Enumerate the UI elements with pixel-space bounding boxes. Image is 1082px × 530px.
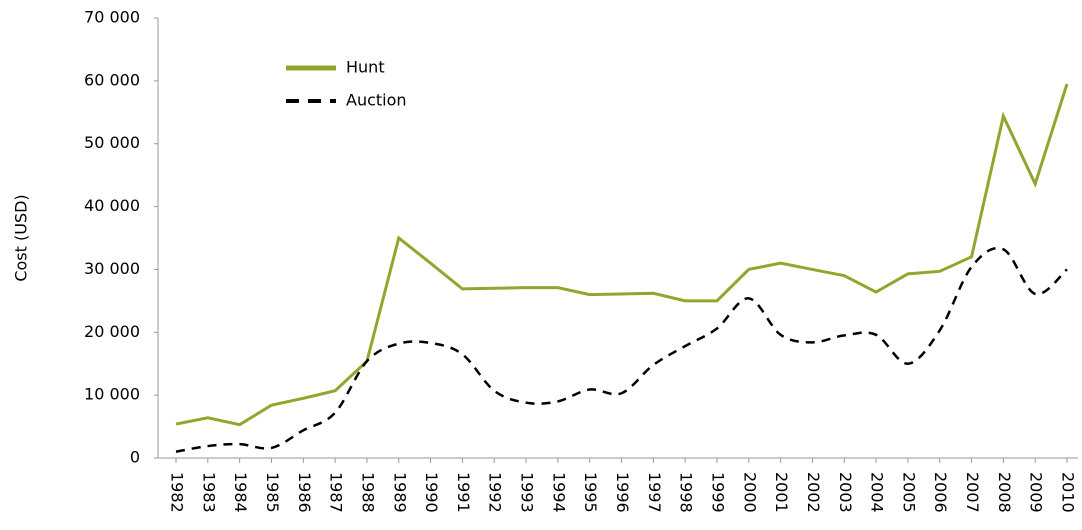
x-tick-label: 1988	[358, 472, 377, 513]
series-line	[175, 246, 1068, 453]
x-tick-label: 1990	[422, 472, 441, 513]
x-tick-label: 1995	[581, 472, 600, 513]
x-tick-label: 1997	[645, 472, 664, 513]
x-tick-label: 2003	[836, 472, 855, 513]
x-tick-label: 1991	[454, 472, 473, 513]
y-axis-label: Cost (USD)	[12, 194, 31, 281]
y-tick-label: 60 000	[84, 70, 140, 89]
series-line	[175, 83, 1069, 427]
x-tick-label: 2009	[1027, 472, 1046, 513]
y-tick-label: 30 000	[84, 259, 140, 278]
x-tick-label: 2005	[899, 472, 918, 513]
x-tick-label: 2000	[740, 472, 759, 513]
y-tick-label: 40 000	[84, 196, 140, 215]
x-tick-label: 1982	[168, 472, 187, 513]
x-tick-label: 1999	[708, 472, 727, 513]
x-tick-label: 2008	[995, 472, 1014, 513]
x-tick-label: 1993	[518, 472, 537, 513]
x-tick-label: 1996	[613, 472, 632, 513]
legend-label: Auction	[346, 91, 407, 110]
x-tick-label: 1994	[549, 472, 568, 513]
x-tick-label: 2002	[804, 472, 823, 513]
y-tick-label: 0	[130, 448, 140, 467]
x-tick-label: 2004	[868, 472, 887, 513]
x-tick-label: 1984	[231, 472, 250, 513]
legend-label: Hunt	[346, 58, 385, 77]
x-tick-label: 1987	[327, 472, 346, 513]
x-tick-label: 1983	[199, 472, 218, 513]
y-tick-label: 50 000	[84, 133, 140, 152]
x-tick-label: 2007	[963, 472, 982, 513]
x-tick-label: 2006	[931, 472, 950, 513]
x-tick-label: 1992	[486, 472, 505, 513]
y-tick-label: 70 000	[84, 8, 140, 27]
x-tick-label: 2001	[772, 472, 791, 513]
x-tick-label: 2010	[1059, 472, 1078, 513]
x-tick-label: 1986	[295, 472, 314, 513]
x-tick-label: 1998	[677, 472, 696, 513]
x-tick-label: 1985	[263, 472, 282, 513]
y-tick-label: 20 000	[84, 322, 140, 341]
x-tick-label: 1989	[390, 472, 409, 513]
y-tick-label: 10 000	[84, 385, 140, 404]
